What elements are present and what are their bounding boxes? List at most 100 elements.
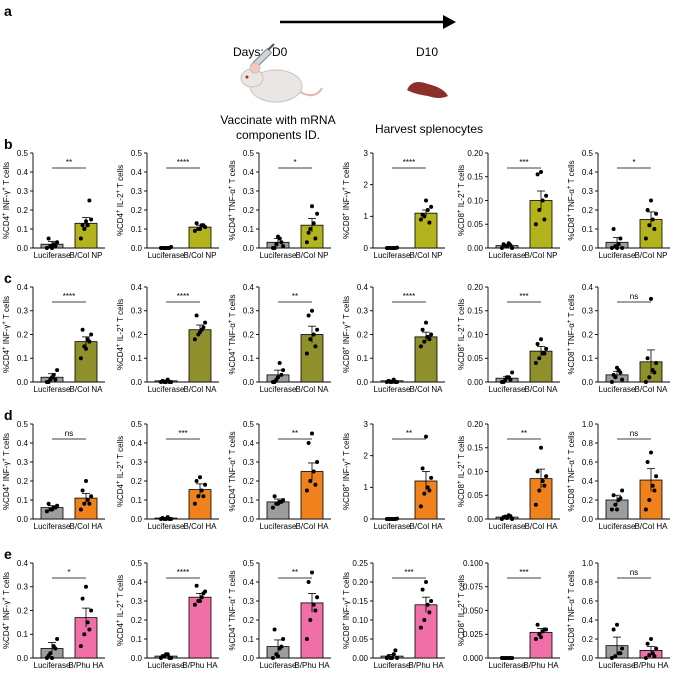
data-point <box>427 488 432 493</box>
data-point <box>308 618 313 622</box>
data-point <box>85 223 90 228</box>
y-tick-label: 0 <box>364 244 369 253</box>
significance-label: ns <box>65 429 73 438</box>
data-point <box>390 656 394 660</box>
y-tick-label: 0.2 <box>131 477 143 486</box>
data-point <box>89 332 94 337</box>
y-tick-label: 0.2 <box>17 606 29 615</box>
y-tick-label: 0.4 <box>243 578 255 587</box>
y-axis-label: %CD4+ INF-γ+ T cells <box>2 296 11 373</box>
x-tick-label-luciferase: Luciferase <box>374 661 411 670</box>
y-tick-label: 0.3 <box>357 307 369 316</box>
panel-label-e: e <box>4 546 12 562</box>
data-point <box>420 466 425 471</box>
data-point <box>427 337 432 342</box>
x-tick-label-luciferase: Luciferase <box>148 251 185 260</box>
data-point <box>611 627 616 632</box>
data-point <box>55 637 60 641</box>
chart-b-1: 0.0 0.1 0.2 0.3 0.4 0.5 %CD4+ INF-γ+ T cells Lu… <box>2 149 105 260</box>
data-point <box>649 198 653 203</box>
y-tick-label: 0.00 <box>467 378 483 387</box>
data-point <box>429 599 434 603</box>
x-tick-label-treatment: B/Col NP <box>184 251 217 260</box>
data-point <box>78 507 83 512</box>
y-axis-label: %CD4+ IL-2+ T cells <box>116 575 125 646</box>
y-axis-label: %CD4+ TNF-α+ T cells <box>228 160 237 240</box>
data-point <box>508 656 513 660</box>
data-point <box>618 236 623 241</box>
y-axis-label: %CD8+ TNF-α+ T cells <box>567 160 576 240</box>
data-point <box>306 313 311 318</box>
y-tick-label: 0.5 <box>131 420 143 429</box>
y-tick-label: 0.3 <box>243 187 255 196</box>
data-point <box>429 475 434 480</box>
y-tick-label: 0.4 <box>131 578 143 587</box>
y-axis-label: %CD8+ IL-2+ T cells <box>457 575 466 646</box>
data-point <box>390 246 394 250</box>
data-point <box>167 656 172 660</box>
y-axis-label: %CD8+ IL-2+ T cells <box>457 436 466 507</box>
data-point <box>313 482 318 487</box>
y-tick-label: 0.10 <box>467 330 483 339</box>
y-tick-label: 0.2 <box>243 206 255 215</box>
x-tick-label-luciferase: Luciferase <box>148 661 185 670</box>
y-tick-label: 0.5 <box>243 149 255 158</box>
data-point <box>424 198 428 203</box>
data-point <box>192 501 197 506</box>
y-tick-label: 0.3 <box>243 458 255 467</box>
chart-d-3: 0.0 0.1 0.2 0.3 0.4 0.5 %CD4+ TNF-α+ T cells Lu… <box>228 420 331 531</box>
y-tick-label: 1 <box>364 212 369 221</box>
significance-label: *** <box>519 158 528 167</box>
data-point <box>615 365 619 370</box>
data-point <box>645 208 650 212</box>
data-point <box>306 441 311 445</box>
data-point <box>304 351 309 356</box>
timeline-arrow-head <box>443 15 456 29</box>
data-point <box>390 517 394 521</box>
significance-label: ** <box>66 158 72 167</box>
y-tick-label: 0.10 <box>467 196 483 205</box>
data-point <box>542 483 547 488</box>
data-point <box>533 637 538 641</box>
data-point <box>276 234 280 239</box>
data-point <box>542 217 547 222</box>
chart-c-6: 0.0 0.1 0.2 0.3 0.4 %CD8+ TNF-α+ T cells Lucif… <box>567 283 670 394</box>
data-point <box>203 320 208 325</box>
y-tick-label: 0.2 <box>243 477 255 486</box>
data-point <box>310 308 314 313</box>
y-tick-label: 0.4 <box>582 616 594 625</box>
data-point <box>647 375 652 380</box>
y-tick-label: 0.4 <box>17 439 29 448</box>
chart-c-2: 0.0 0.1 0.2 0.3 0.4 %CD4+ IL-2+ T cells Lucife… <box>116 283 219 394</box>
significance-label: * <box>293 158 296 167</box>
y-tick-label: 0.0 <box>243 654 255 663</box>
x-tick-label-treatment: B/Phu HA <box>523 661 559 670</box>
significance-label: ns <box>630 292 638 301</box>
data-point <box>420 587 425 592</box>
y-axis-label: %CD4+ IL-2+ T cells <box>116 165 125 236</box>
x-tick-label-luciferase: Luciferase <box>599 522 636 531</box>
y-tick-label: 0.1 <box>582 225 594 234</box>
data-point <box>87 627 92 632</box>
y-tick-label: 0.2 <box>243 330 255 339</box>
y-tick-label: 0.3 <box>131 458 143 467</box>
data-point <box>418 625 423 630</box>
y-tick-label: 0.1 <box>131 635 143 644</box>
data-point <box>652 227 657 231</box>
y-tick-label: 0.0 <box>17 654 29 663</box>
data-point <box>544 346 549 351</box>
data-point <box>424 580 428 584</box>
data-point <box>80 596 85 601</box>
y-tick-label: 0.3 <box>17 458 29 467</box>
data-point <box>645 356 650 361</box>
y-tick-label: 0.1 <box>243 496 255 505</box>
data-point <box>192 337 197 342</box>
data-point <box>609 507 614 512</box>
y-tick-label: 0.2 <box>131 330 143 339</box>
data-point <box>615 507 619 512</box>
y-tick-label: 0.00 <box>467 244 483 253</box>
data-point <box>315 211 320 216</box>
data-point <box>89 217 94 222</box>
x-tick-label-luciferase: Luciferase <box>34 661 71 670</box>
y-tick-label: 0.2 <box>582 496 594 505</box>
